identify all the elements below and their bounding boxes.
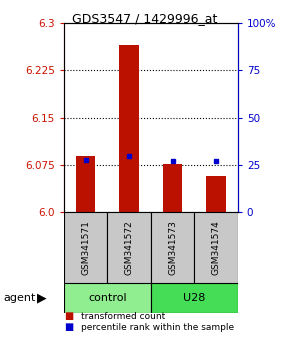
Text: ▶: ▶	[37, 292, 47, 305]
Text: U28: U28	[183, 293, 206, 303]
Bar	[194, 212, 238, 283]
Text: percentile rank within the sample: percentile rank within the sample	[81, 323, 234, 332]
Text: GSM341572: GSM341572	[124, 221, 134, 275]
Text: agent: agent	[3, 293, 35, 303]
Text: transformed count: transformed count	[81, 312, 166, 321]
Text: ■: ■	[64, 322, 73, 332]
Text: GSM341571: GSM341571	[81, 220, 90, 275]
Bar	[163, 164, 182, 212]
Text: GDS3547 / 1429996_at: GDS3547 / 1429996_at	[72, 12, 218, 25]
Bar	[119, 45, 139, 212]
Bar	[64, 212, 107, 283]
Bar	[206, 176, 226, 212]
Bar	[151, 212, 194, 283]
Bar	[107, 212, 151, 283]
Text: GSM341574: GSM341574	[211, 221, 221, 275]
Text: control: control	[88, 293, 127, 303]
Text: GSM341573: GSM341573	[168, 220, 177, 275]
Bar	[64, 283, 151, 313]
Bar	[151, 283, 238, 313]
Bar	[76, 156, 95, 212]
Text: ■: ■	[64, 311, 73, 321]
